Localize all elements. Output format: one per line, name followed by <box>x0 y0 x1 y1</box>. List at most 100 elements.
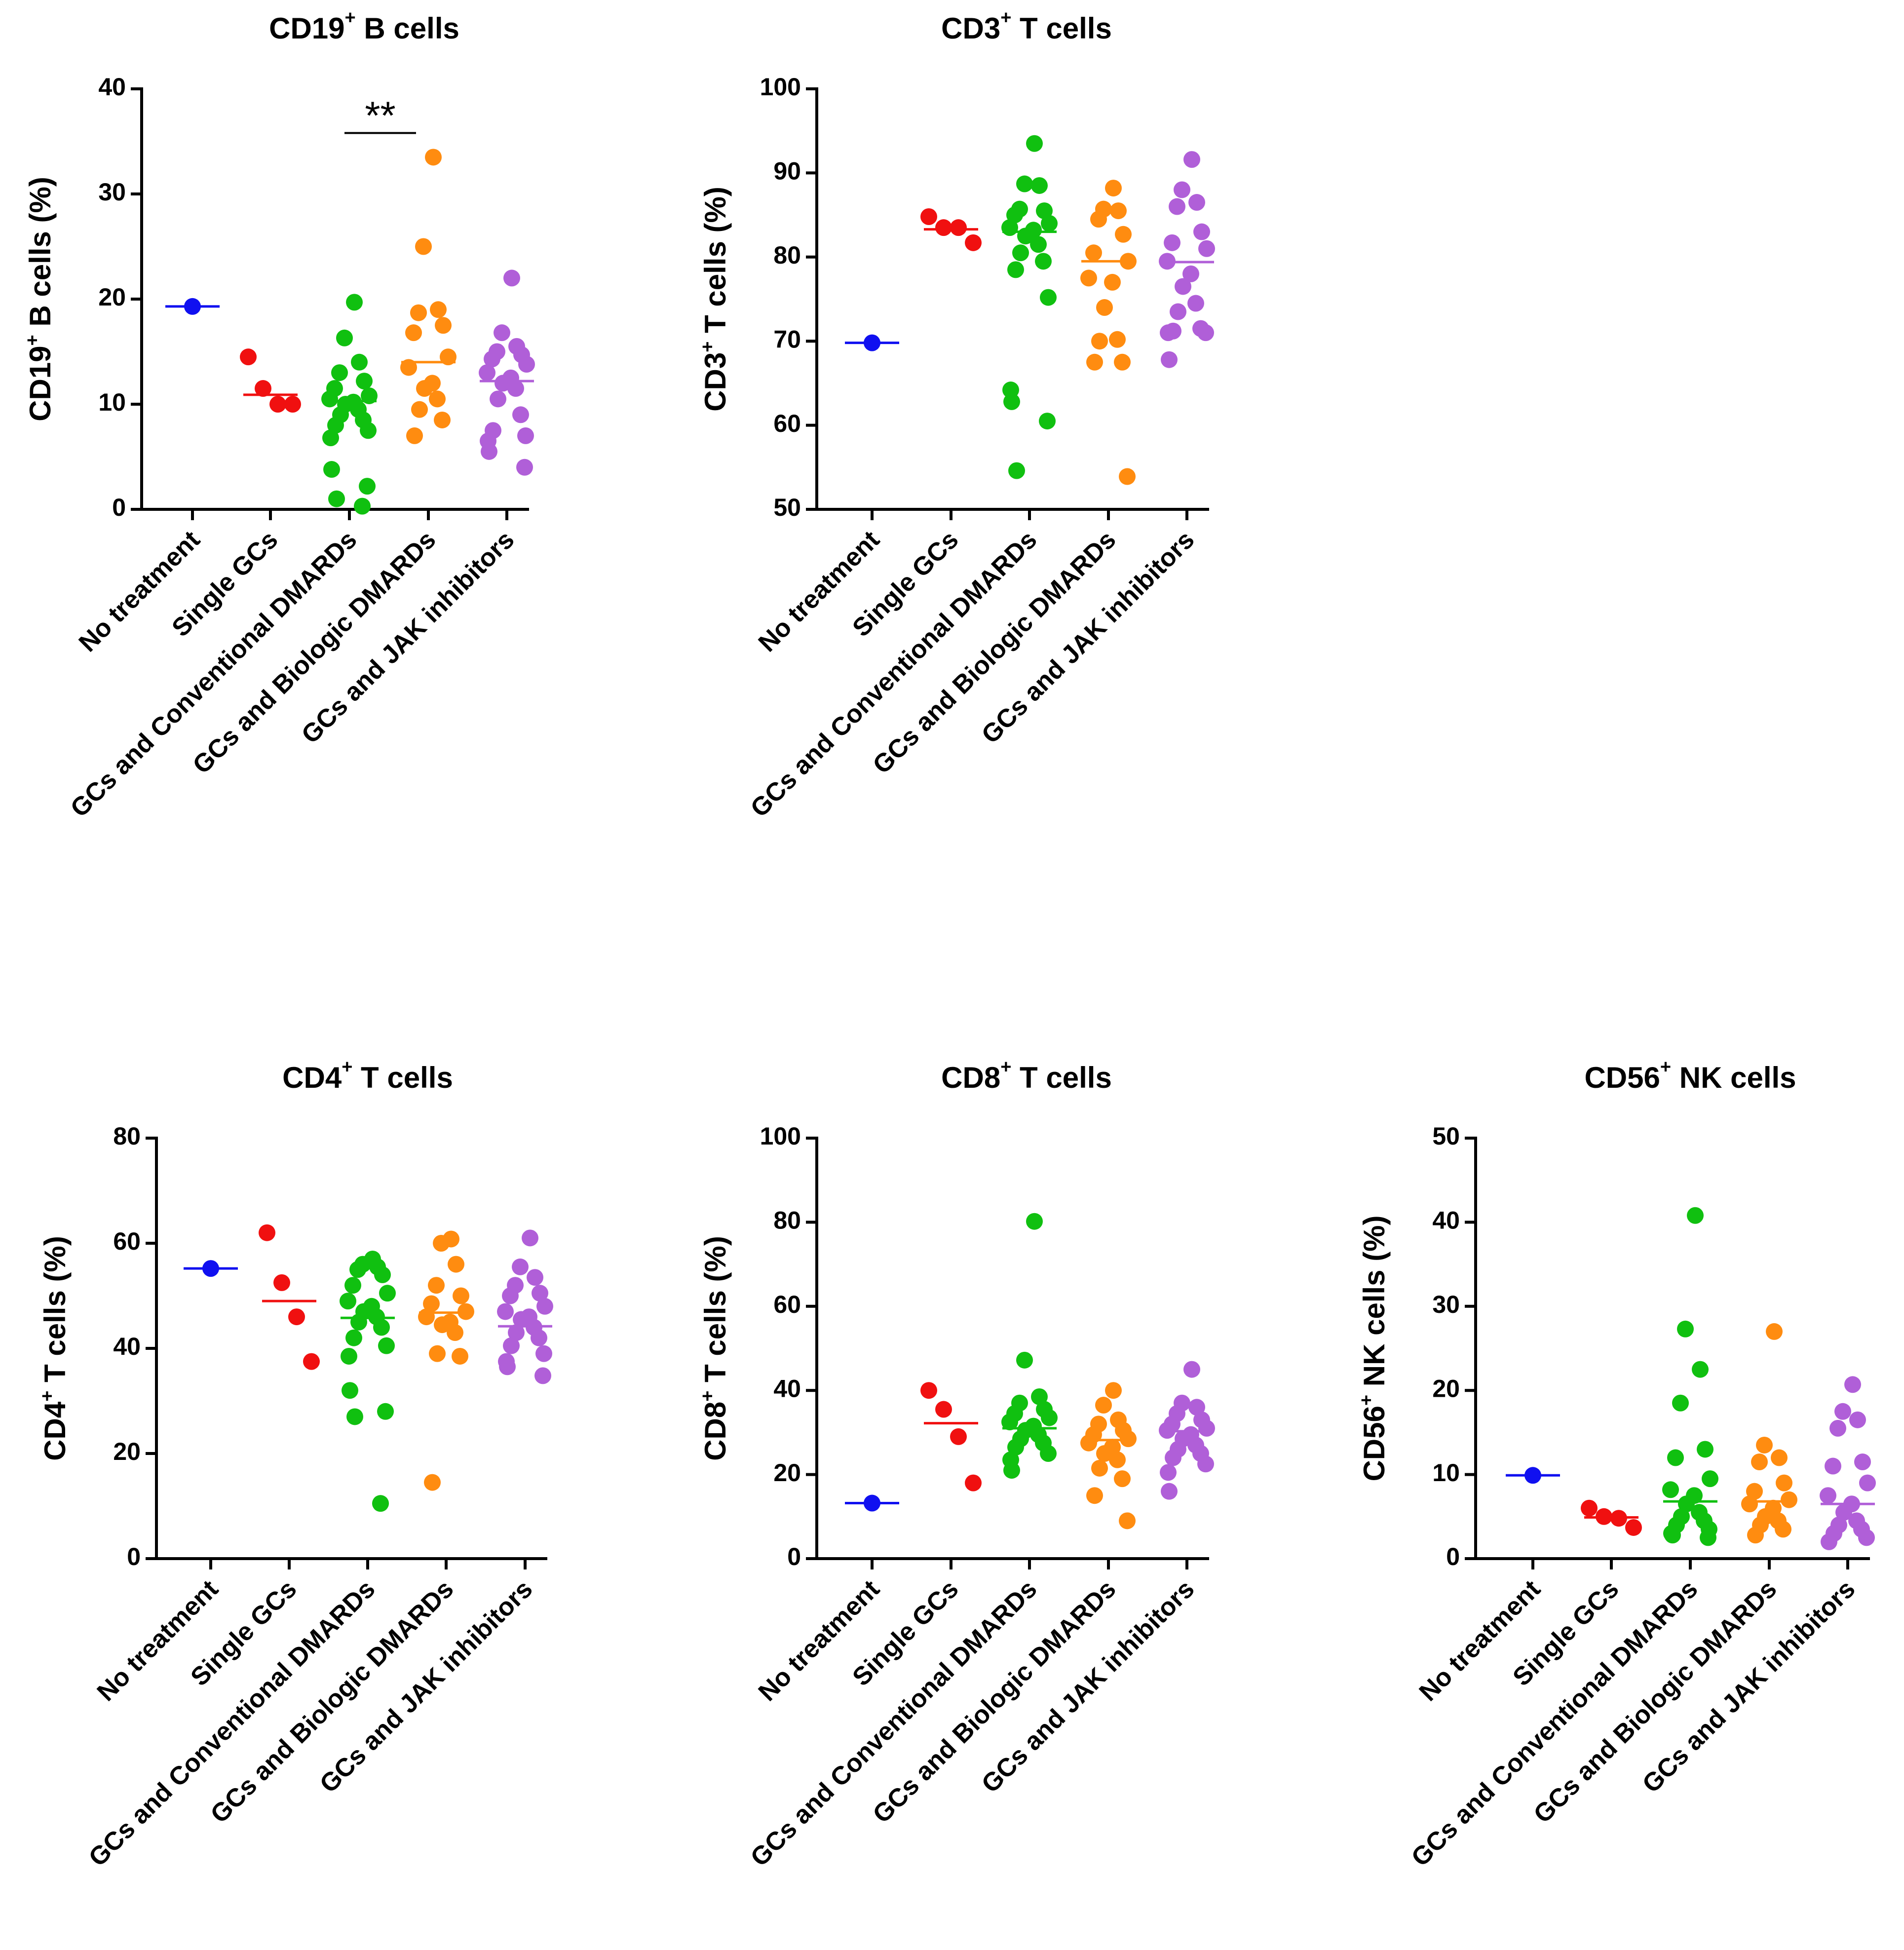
y-tick-label: 100 <box>760 1122 801 1150</box>
chart-cd3: CD3+ T cells CD3+ T cells (%) 50 60 70 80 90 10… <box>697 7 1215 823</box>
data-point <box>1702 1470 1718 1488</box>
data-point <box>435 317 452 334</box>
data-point <box>512 1258 529 1275</box>
data-point <box>1160 324 1177 342</box>
y-tick-label: 30 <box>98 178 126 206</box>
data-point <box>1039 413 1056 430</box>
data-point <box>513 1311 530 1328</box>
data-point <box>1187 295 1204 312</box>
data-point <box>323 461 340 478</box>
data-point <box>1041 1409 1058 1426</box>
data-point <box>481 443 497 460</box>
data-point <box>1086 1487 1103 1504</box>
data-point <box>1095 1397 1112 1414</box>
y-tick-label: 100 <box>760 73 801 101</box>
data-point <box>1188 194 1205 211</box>
data-point <box>1120 1430 1137 1448</box>
data-point <box>1080 1434 1097 1452</box>
data-point <box>1006 206 1023 224</box>
data-point <box>423 1295 440 1312</box>
data-point <box>1625 1519 1642 1536</box>
data-point <box>1016 175 1033 192</box>
y-tick-label: 10 <box>1432 1459 1460 1487</box>
y-axis-label: CD3+ T cells (%) <box>697 187 732 412</box>
data-point <box>1091 333 1108 350</box>
data-point <box>328 490 345 507</box>
data-point <box>1008 462 1025 479</box>
data-point <box>1104 273 1121 291</box>
data-point <box>1747 1527 1764 1544</box>
data-point <box>415 238 432 255</box>
data-point <box>1040 289 1057 306</box>
data-point <box>1677 1320 1694 1338</box>
data-point <box>1188 1399 1205 1416</box>
data-point <box>1007 261 1024 278</box>
data-point <box>288 1308 305 1326</box>
data-point <box>1746 1483 1763 1500</box>
data-point <box>374 1266 391 1283</box>
data-point <box>1858 1529 1875 1546</box>
data-point <box>359 478 376 495</box>
data-point <box>1182 265 1199 282</box>
chart-title: CD19+ B cells <box>269 7 459 45</box>
y-axis-label: CD56+ NK cells (%) <box>1356 1215 1391 1481</box>
data-point <box>1105 180 1122 197</box>
data-point <box>1678 1495 1695 1513</box>
data-point <box>1854 1453 1871 1471</box>
data-point <box>1007 1439 1024 1456</box>
data-point <box>1700 1529 1716 1546</box>
data-point <box>965 1474 982 1491</box>
data-point <box>1198 1419 1215 1437</box>
x-tick-label: GCs and Conventional DMARDs <box>745 1574 1043 1872</box>
y-tick-label: 20 <box>113 1438 141 1465</box>
data-point <box>1825 1457 1841 1475</box>
data-point <box>1672 1394 1689 1412</box>
y-axis-label: CD8+ T cells (%) <box>697 1236 732 1461</box>
data-point <box>1114 353 1131 371</box>
data-point <box>1697 1441 1714 1458</box>
data-point <box>1751 1453 1768 1471</box>
data-point <box>1161 1483 1178 1500</box>
data-point <box>1036 202 1053 220</box>
data-point <box>424 1474 441 1491</box>
data-point <box>503 1337 520 1354</box>
chart-title: CD3+ T cells <box>941 7 1112 45</box>
data-point <box>920 1382 937 1399</box>
data-point <box>935 219 952 236</box>
data-point <box>1834 1403 1851 1420</box>
data-point <box>1174 181 1190 198</box>
data-point <box>356 373 373 390</box>
data-point <box>1119 1512 1136 1529</box>
data-point <box>1183 1361 1200 1378</box>
data-point <box>259 1224 275 1241</box>
data-point <box>284 396 301 413</box>
data-point <box>1581 1499 1598 1517</box>
y-tick-label: 20 <box>773 1459 801 1487</box>
data-point <box>378 1337 395 1354</box>
data-point <box>434 411 451 428</box>
data-point <box>1026 135 1043 152</box>
data-point <box>1105 1382 1122 1399</box>
data-point <box>1687 1207 1704 1224</box>
data-point <box>406 427 423 444</box>
data-point <box>1040 1445 1057 1462</box>
data-point <box>536 1298 553 1315</box>
y-tick-label: 0 <box>127 1543 141 1570</box>
data-point <box>434 1316 451 1334</box>
data-point <box>350 1313 367 1331</box>
data-point <box>1667 1449 1684 1466</box>
data-point <box>1193 223 1210 240</box>
chart-title: CD56+ NK cells <box>1584 1057 1796 1094</box>
data-point <box>430 301 447 318</box>
data-point <box>303 1353 320 1370</box>
data-point <box>1016 1351 1033 1369</box>
data-point <box>1003 1462 1020 1479</box>
chart-cd56: CD56+ NK cells CD56+ NK cells (%) 0 10 20 30 4… <box>1356 1057 1876 1872</box>
data-point <box>495 375 511 392</box>
data-point <box>1859 1474 1876 1491</box>
data-point <box>1096 299 1113 316</box>
y-tick-label: 60 <box>773 410 801 437</box>
data-point <box>342 1382 358 1399</box>
data-point <box>1031 1388 1048 1405</box>
